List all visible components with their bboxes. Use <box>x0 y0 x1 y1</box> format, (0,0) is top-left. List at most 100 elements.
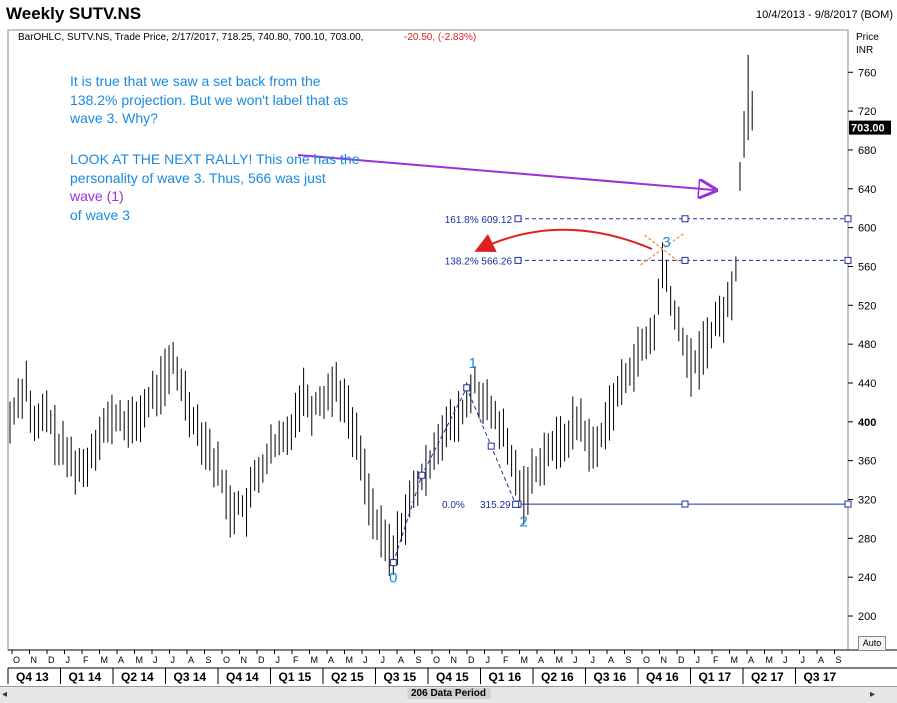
month-tick-label: A <box>398 655 404 665</box>
wave-handle <box>418 471 426 479</box>
date-range: 10/4/2013 - 9/8/2017 (BOM) <box>756 9 893 21</box>
y-tick-label: 680 <box>858 145 876 157</box>
current-price-label: 703.00 <box>851 123 885 135</box>
wave-label: 3 <box>662 234 670 251</box>
y-axis-title: Price <box>856 32 879 43</box>
month-tick-label: O <box>643 655 650 665</box>
month-tick-label: J <box>696 655 701 665</box>
month-tick-label: J <box>486 655 491 665</box>
quarter-tick-label: Q2 17 <box>751 670 784 684</box>
y-tick-label: 360 <box>858 456 876 468</box>
wave-label: 2 <box>520 513 528 530</box>
quarter-tick-label: Q1 17 <box>699 670 732 684</box>
quarter-tick-label: Q4 13 <box>16 670 49 684</box>
month-tick-label: J <box>591 655 596 665</box>
fib-handle <box>681 500 689 508</box>
month-tick-label: D <box>258 655 265 665</box>
scroll-right-icon[interactable]: ▸ <box>869 689 875 700</box>
y-tick-label: 560 <box>858 261 876 273</box>
month-tick-label: M <box>136 655 144 665</box>
month-tick-label: D <box>468 655 475 665</box>
annotation-setback: It is true that we saw a set back from t… <box>70 73 349 126</box>
month-tick-label: A <box>538 655 544 665</box>
month-tick-label: M <box>346 655 354 665</box>
quarter-tick-label: Q4 16 <box>646 670 679 684</box>
auto-scale-button[interactable]: Auto <box>858 636 886 651</box>
fib-level-label: 161.8% 609.12 <box>445 215 513 226</box>
month-tick-label: J <box>153 655 158 665</box>
month-tick-label: A <box>118 655 124 665</box>
month-tick-label: M <box>556 655 564 665</box>
month-tick-label: M <box>101 655 109 665</box>
quarter-tick-label: Q2 16 <box>541 670 574 684</box>
annotation-next-rally-text: LOOK AT THE NEXT RALLY! This one has the… <box>70 151 360 186</box>
y-tick-label: 440 <box>858 378 876 390</box>
fib-handle <box>844 256 852 264</box>
fib-handle <box>681 215 689 223</box>
month-tick-label: J <box>363 655 368 665</box>
fib-price-label: 315.29 <box>480 500 511 511</box>
y-tick-label: 720 <box>858 106 876 118</box>
wave-handle <box>463 384 471 392</box>
month-tick-label: J <box>801 655 806 665</box>
purple-rally-arrow <box>297 154 714 190</box>
legend-change: -20.50, (-2.83%) <box>404 32 476 43</box>
month-tick-label: M <box>521 655 529 665</box>
quarter-tick-label: Q1 15 <box>279 670 312 684</box>
month-tick-label: S <box>206 655 212 665</box>
month-tick-label: N <box>241 655 248 665</box>
month-tick-label: A <box>818 655 824 665</box>
y-tick-label: 640 <box>858 184 876 196</box>
annotation-wave-1: wave (1) <box>70 188 124 204</box>
quarter-tick-label: Q2 15 <box>331 670 364 684</box>
annotation-next-rally-tail: of wave 3 <box>70 206 130 223</box>
month-tick-label: A <box>608 655 614 665</box>
legend-text: BarOHLC, SUTV.NS, Trade Price, 2/17/2017… <box>18 32 363 43</box>
month-tick-label: J <box>573 655 578 665</box>
y-axis-unit: INR <box>856 45 873 56</box>
current-price-tag <box>849 120 891 135</box>
quarter-tick-label: Q2 14 <box>121 670 154 684</box>
month-tick-label: J <box>171 655 176 665</box>
month-tick-label: N <box>31 655 38 665</box>
month-tick-label: N <box>451 655 458 665</box>
y-tick-label: 400 <box>858 417 876 429</box>
quarter-tick-label: Q3 16 <box>594 670 627 684</box>
month-tick-label: J <box>276 655 281 665</box>
month-tick-label: F <box>713 655 719 665</box>
y-tick-label: 320 <box>858 495 876 507</box>
quarter-tick-label: Q1 14 <box>69 670 102 684</box>
wave-label: 1 <box>469 355 477 372</box>
y-tick-label: 760 <box>858 67 876 79</box>
y-tick-label: 480 <box>858 339 876 351</box>
quarter-tick-label: Q3 15 <box>384 670 417 684</box>
quarter-tick-label: Q3 17 <box>804 670 837 684</box>
month-tick-label: S <box>836 655 842 665</box>
fib-handle <box>844 500 852 508</box>
annotation-next-rally: LOOK AT THE NEXT RALLY! This one has the… <box>70 150 360 224</box>
quarter-tick-label: Q4 15 <box>436 670 469 684</box>
month-tick-label: O <box>223 655 230 665</box>
month-tick-label: A <box>748 655 754 665</box>
y-tick-label: 600 <box>858 223 876 235</box>
wave-3-cross-mark <box>644 234 681 264</box>
month-tick-label: D <box>678 655 685 665</box>
scroll-left-icon[interactable]: ◂ <box>2 689 8 700</box>
month-tick-label: J <box>66 655 71 665</box>
y-tick-label: 280 <box>858 533 876 545</box>
quarter-tick-label: Q1 16 <box>489 670 522 684</box>
month-tick-label: M <box>311 655 319 665</box>
month-tick-label: A <box>188 655 194 665</box>
month-tick-label: D <box>48 655 55 665</box>
wave-handle <box>487 442 495 450</box>
wave-handle <box>389 559 397 567</box>
wave-label: 0 <box>389 570 397 587</box>
month-tick-label: F <box>83 655 89 665</box>
chart-title: Weekly SUTV.NS <box>6 4 142 23</box>
month-tick-label: A <box>328 655 334 665</box>
y-tick-label: 240 <box>858 572 876 584</box>
horizontal-scrollbar[interactable]: ◂ 206 Data Period ▸ <box>0 686 897 703</box>
wave-handle <box>512 500 520 508</box>
fib-handle <box>844 215 852 223</box>
month-tick-label: N <box>661 655 668 665</box>
